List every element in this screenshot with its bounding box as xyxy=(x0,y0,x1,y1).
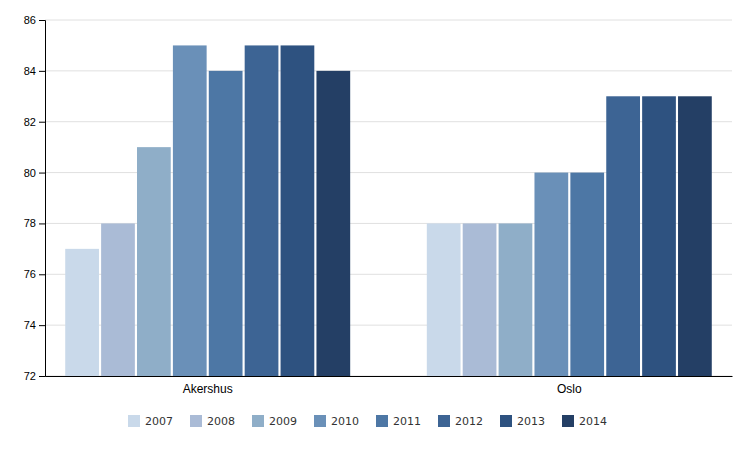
legend-label: 2008 xyxy=(207,415,235,428)
legend-item: 2009 xyxy=(252,415,297,428)
legend: 2007 2008 2009 2010 2011 2012 2013 2014 xyxy=(128,415,607,428)
tick: 78 xyxy=(24,217,45,229)
legend-item: 2012 xyxy=(438,415,483,428)
legend-swatch xyxy=(562,415,574,427)
x-axis: Akershus Oslo xyxy=(46,377,733,396)
legend-swatch xyxy=(376,415,388,427)
plot: 72 74 76 78 80 82 84 86 Akershus Oslo xyxy=(24,14,733,396)
bar xyxy=(570,173,604,376)
legend-label: 2014 xyxy=(579,415,607,428)
bar xyxy=(678,96,712,376)
tick-label: 72 xyxy=(24,370,36,382)
tick-label: 84 xyxy=(24,65,36,77)
legend-item: 2007 xyxy=(128,415,173,428)
grid-line xyxy=(45,20,732,21)
bars xyxy=(65,45,712,376)
axis-line xyxy=(39,21,46,377)
legend-label: 2011 xyxy=(393,415,421,428)
chart: 72 74 76 78 80 82 84 86 Akershus Oslo 2007 2008 2009… xyxy=(0,0,752,451)
legend-label: 2013 xyxy=(517,415,545,428)
bar xyxy=(463,223,497,376)
bar xyxy=(606,96,640,376)
tick: Oslo xyxy=(557,382,582,396)
tick-mark xyxy=(39,274,45,275)
tick-label: Oslo xyxy=(557,382,582,396)
tick-label: Akershus xyxy=(183,382,233,396)
tick-label: 80 xyxy=(24,167,36,179)
legend-swatch xyxy=(500,415,512,427)
legend-item: 2011 xyxy=(376,415,421,428)
legend-swatch xyxy=(314,415,326,427)
legend-label: 2012 xyxy=(455,415,483,428)
legend-swatch xyxy=(128,415,140,427)
legend-item: 2010 xyxy=(314,415,359,428)
legend-swatch xyxy=(252,415,264,427)
grid-line xyxy=(45,70,732,71)
tick: Akershus xyxy=(183,382,233,396)
tick: 82 xyxy=(24,116,45,128)
bar xyxy=(65,249,99,376)
bar xyxy=(316,71,350,376)
grid xyxy=(45,20,732,376)
tick-mark xyxy=(39,122,45,123)
legend-item: 2014 xyxy=(562,415,607,428)
bar xyxy=(101,223,135,376)
legend-item: 2013 xyxy=(500,415,545,428)
tick-label: 76 xyxy=(24,268,36,280)
tick: 74 xyxy=(24,319,45,331)
tick-label: 82 xyxy=(24,116,36,128)
y-axis: 72 74 76 78 80 82 84 86 xyxy=(24,14,46,382)
bar-series xyxy=(316,71,711,376)
bar xyxy=(137,147,171,376)
tick-mark xyxy=(39,173,45,174)
tick-mark xyxy=(39,71,45,72)
tick-label: 74 xyxy=(24,319,36,331)
legend-label: 2007 xyxy=(145,415,173,428)
axis-line xyxy=(46,376,733,377)
legend-label: 2010 xyxy=(331,415,359,428)
tick: 80 xyxy=(24,167,45,179)
tick: 76 xyxy=(24,268,45,280)
bar xyxy=(281,45,315,376)
tick-label: 78 xyxy=(24,217,36,229)
bar xyxy=(499,223,533,376)
bar xyxy=(173,45,207,376)
bar xyxy=(534,173,568,376)
bar xyxy=(245,45,279,376)
tick-label: 86 xyxy=(24,14,36,26)
bar xyxy=(642,96,676,376)
bar-series xyxy=(281,45,676,376)
bar xyxy=(427,223,461,376)
tick: 86 xyxy=(24,14,45,26)
legend-item: 2008 xyxy=(190,415,235,428)
legend-label: 2009 xyxy=(269,415,297,428)
tick-mark xyxy=(39,325,45,326)
legend-swatch xyxy=(190,415,202,427)
legend-swatch xyxy=(438,415,450,427)
tick-mark xyxy=(39,20,45,21)
bar-series xyxy=(245,45,640,376)
tick: 84 xyxy=(24,65,45,77)
tick-mark xyxy=(39,376,45,377)
tick: 72 xyxy=(24,370,45,382)
tick-mark xyxy=(39,223,45,224)
bar-series xyxy=(173,45,568,376)
bar xyxy=(209,71,243,376)
